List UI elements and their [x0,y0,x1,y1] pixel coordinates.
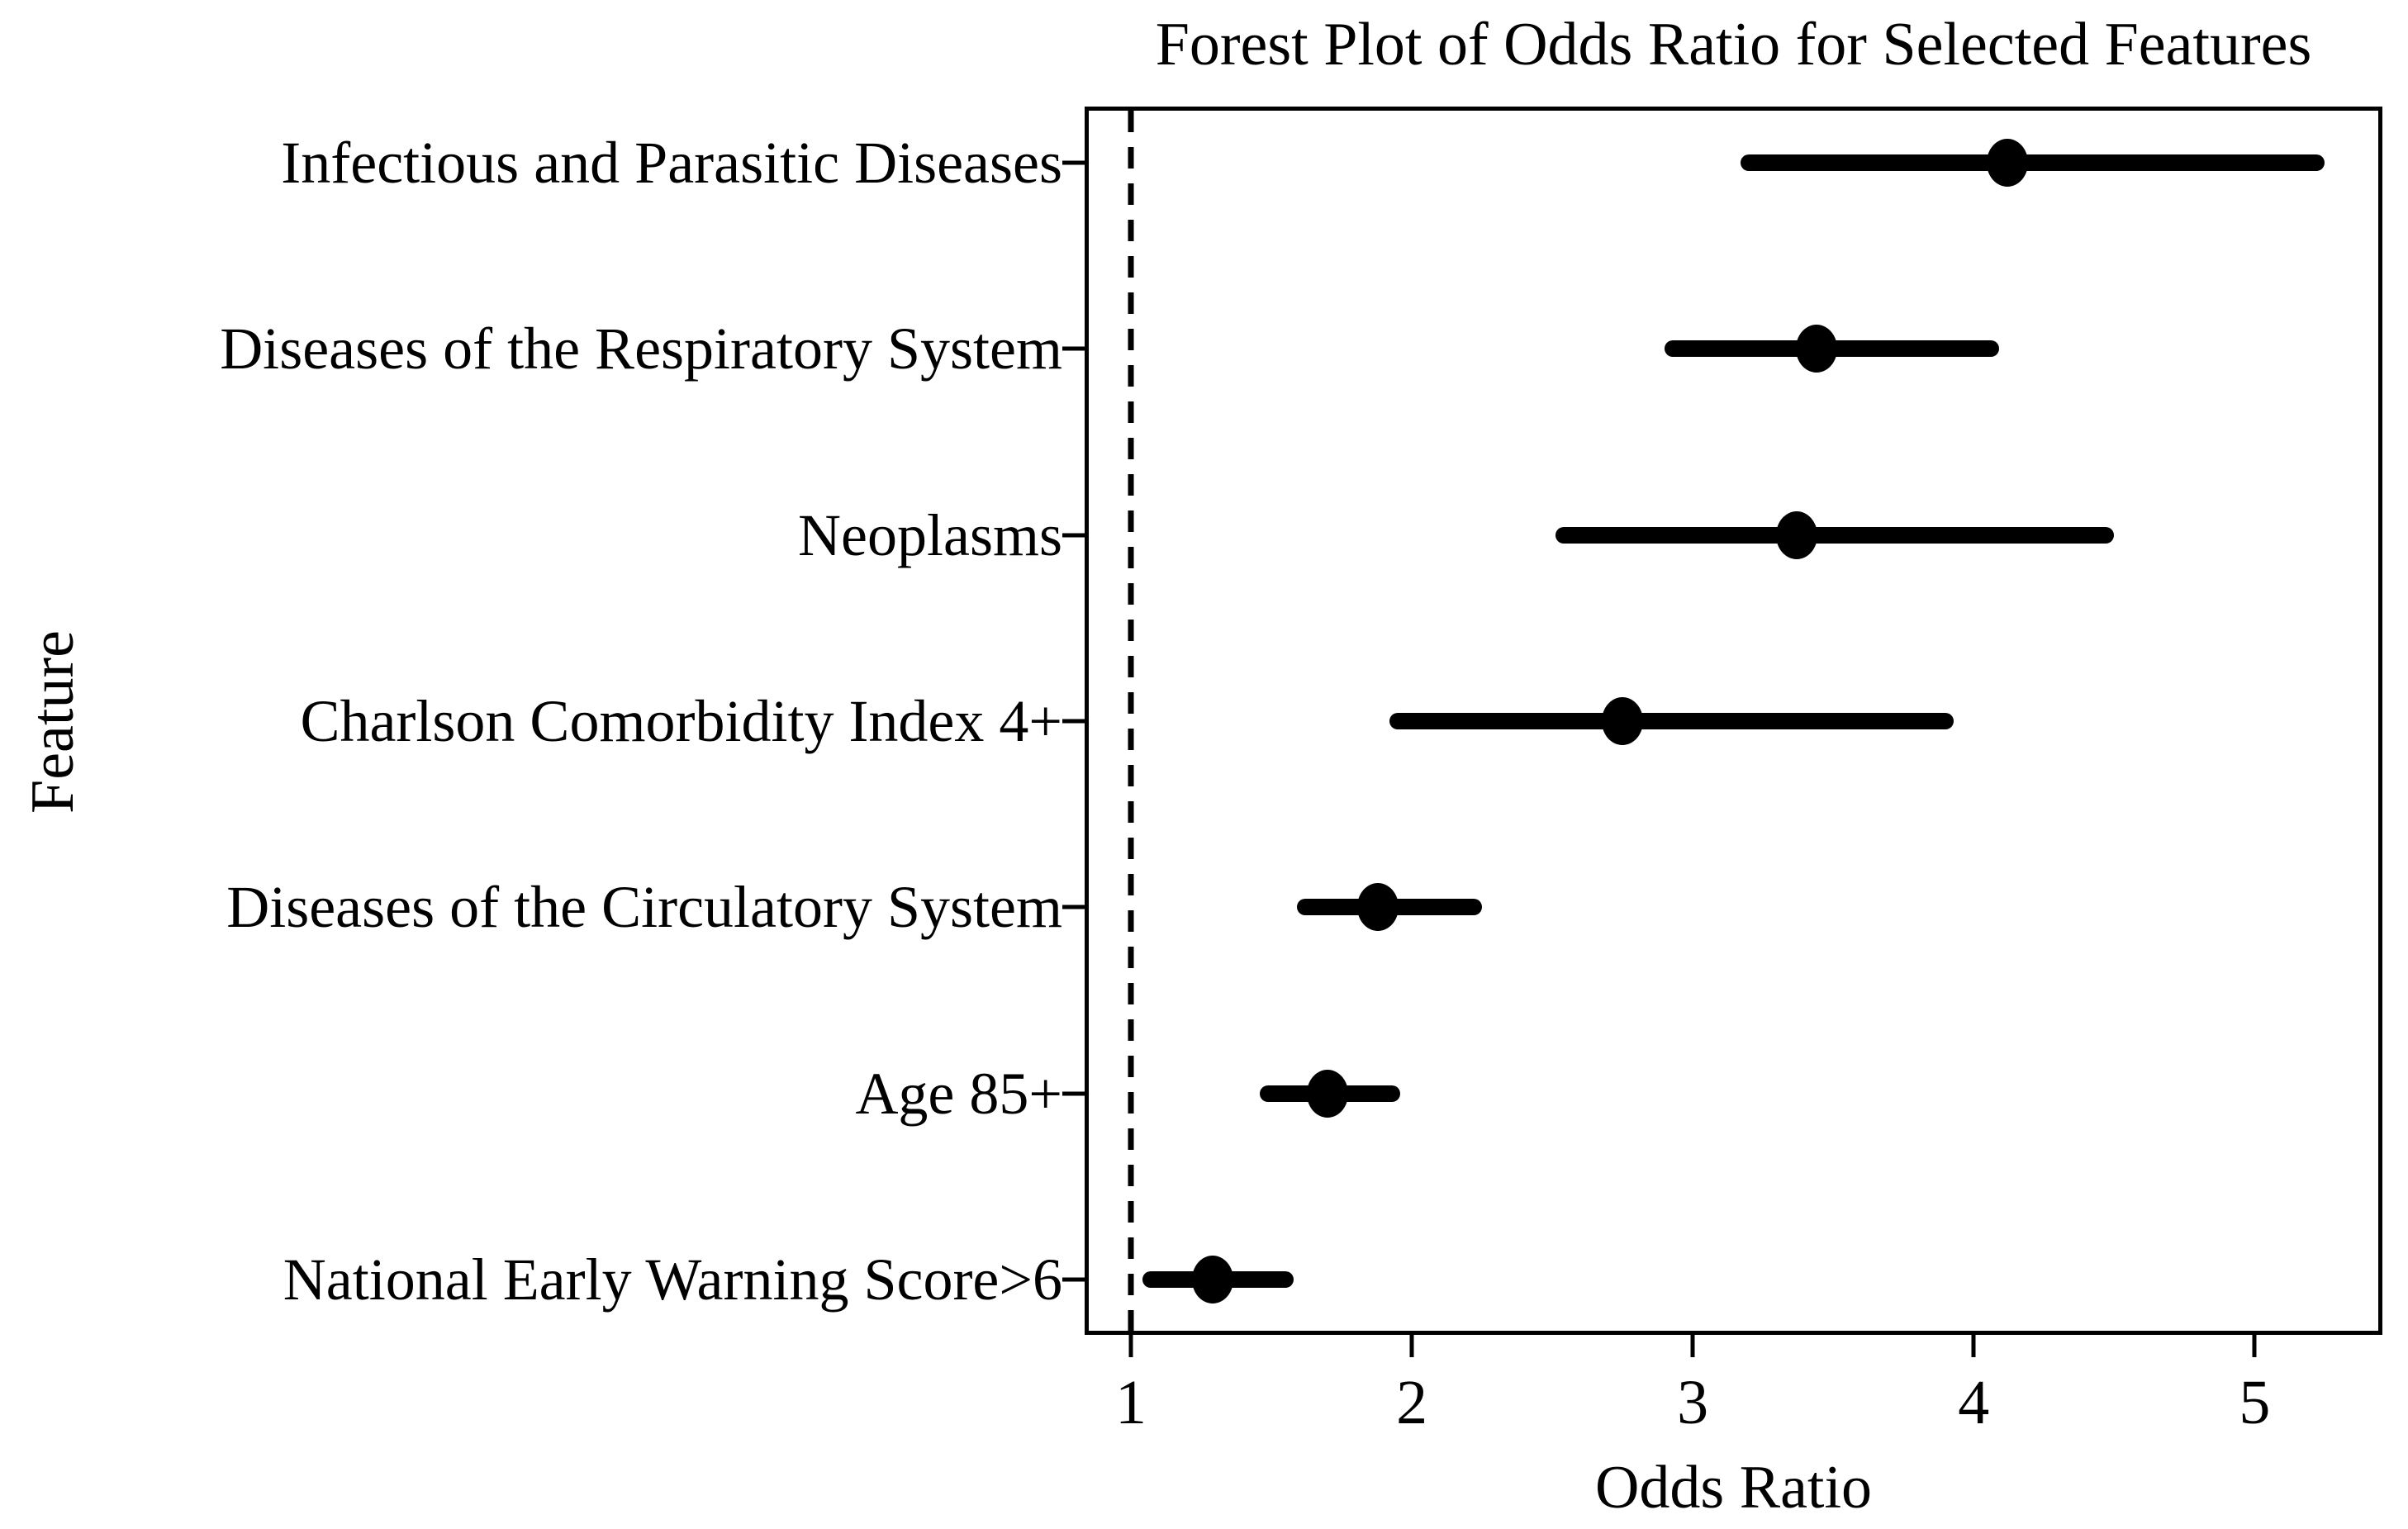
plot-area [1062,107,2382,1357]
y-tick-label: Age 85+ [855,1060,1062,1127]
x-axis-title: Odds Ratio [1594,1454,1873,1522]
y-tick-label: Neoplasms [798,501,1062,568]
y-axis-tick [1062,1277,1085,1282]
y-tick-label: Diseases of the Circulatory System [226,874,1062,941]
x-axis-tick [1409,1335,1414,1357]
x-tick-label: 3 [1677,1368,1709,1437]
or-marker [1987,139,2029,187]
x-tick-label: 4 [1958,1368,1990,1437]
x-axis-tick [1971,1335,1976,1357]
or-marker [1776,510,1818,559]
y-axis-tick [1062,533,1085,538]
y-tick-label: Infectious and Parasitic Diseases [281,130,1062,196]
or-marker [1602,696,1644,745]
x-tick-label: 1 [1115,1368,1147,1437]
y-tick-label: Diseases of the Respiratory System [220,316,1062,382]
x-tick-label: 5 [2239,1368,2271,1437]
x-tick-label: 2 [1396,1368,1428,1437]
x-axis-tick [2252,1335,2257,1357]
chart-title: Forest Plot of Odds Ratio for Selected F… [1155,11,2312,78]
y-tick-label: National Early Warning Score>6 [283,1246,1062,1313]
ci-line [1741,154,2325,171]
or-marker [1795,325,1837,373]
or-marker [1191,1255,1233,1303]
or-marker [1307,1069,1349,1118]
y-axis-tick [1062,905,1085,909]
or-marker [1357,883,1399,932]
reference-line-or-1 [1128,111,1134,1331]
ci-line [1389,712,1954,729]
y-axis-tick [1062,346,1085,351]
x-axis-tick [1128,1335,1133,1357]
ci-line [1555,526,2115,544]
y-axis-tick [1062,719,1085,724]
y-axis-tick [1062,160,1085,165]
y-axis-tick [1062,1091,1085,1095]
y-tick-label: Charlson Comorbidity Index 4+ [300,687,1062,754]
x-axis-tick [1690,1335,1695,1357]
